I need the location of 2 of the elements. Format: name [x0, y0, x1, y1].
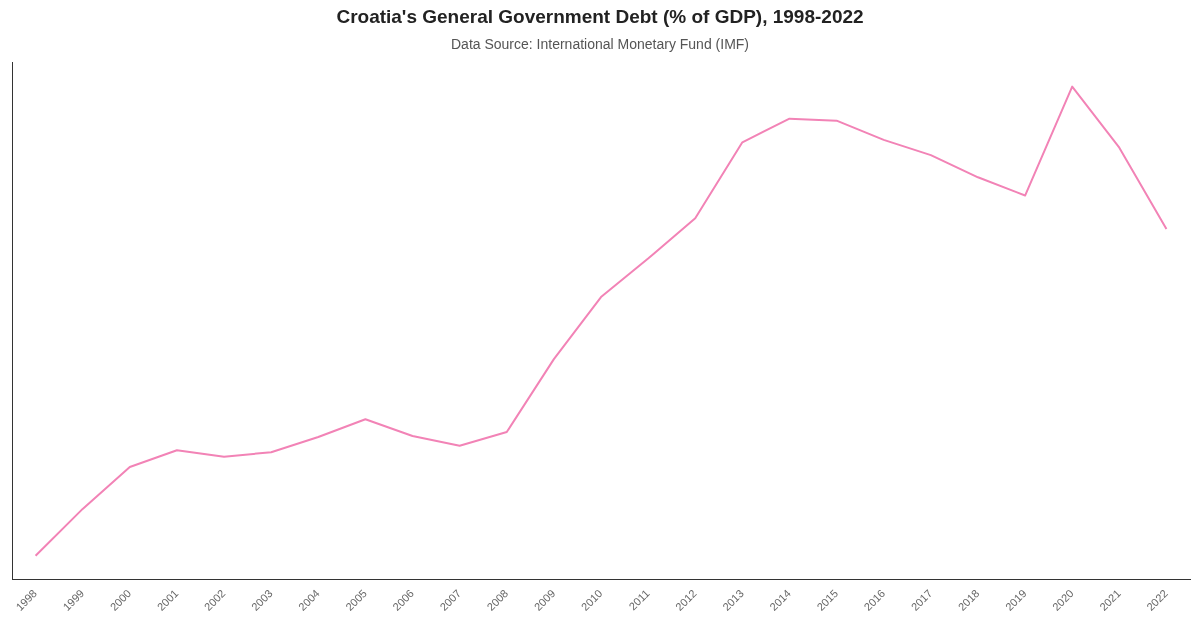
- chart-title: Croatia's General Government Debt (% of GDP), 1998-2022: [335, 6, 865, 28]
- chart-subtitle: Data Source: International Monetary Fund (IMF): [450, 36, 750, 52]
